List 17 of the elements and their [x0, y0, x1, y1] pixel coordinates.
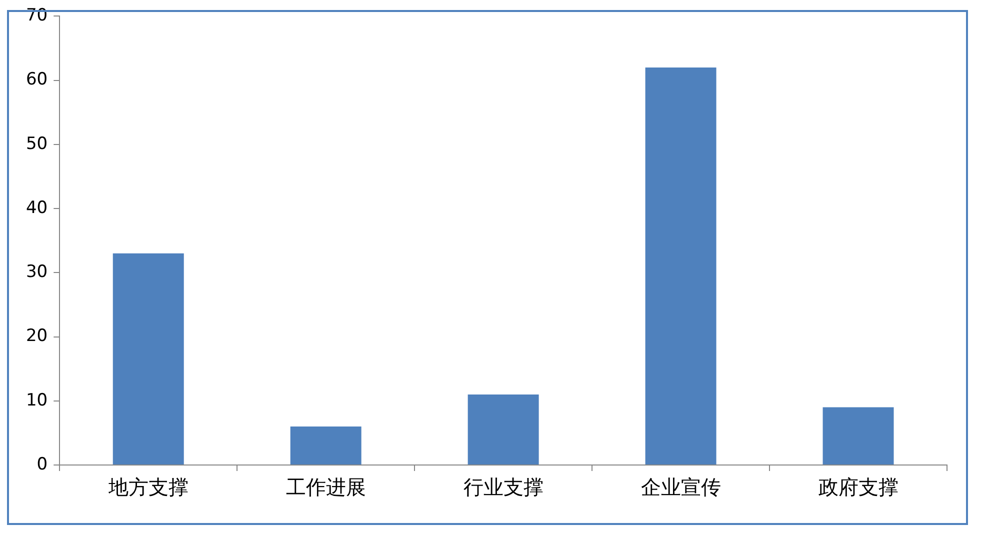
- x-tick-label: 地方支撑: [107, 475, 188, 500]
- y-tick-label: 40: [26, 198, 48, 218]
- x-tick-label: 工作进展: [286, 475, 366, 500]
- y-tick-label: 10: [26, 390, 48, 410]
- y-tick-label: 30: [26, 262, 48, 282]
- x-tick-label: 行业支撑: [463, 475, 544, 500]
- y-tick-label: 60: [26, 70, 48, 90]
- bar: [645, 67, 716, 464]
- bar: [822, 407, 894, 464]
- x-tick-label: 企业宣传: [640, 475, 721, 500]
- y-tick-label: 50: [26, 134, 48, 154]
- bar: [468, 394, 539, 464]
- y-tick-label: 20: [26, 326, 48, 346]
- x-tick-label: 政府支撑: [818, 475, 898, 500]
- bar: [112, 253, 184, 464]
- y-tick-label: 0: [36, 454, 48, 474]
- bar: [290, 426, 362, 464]
